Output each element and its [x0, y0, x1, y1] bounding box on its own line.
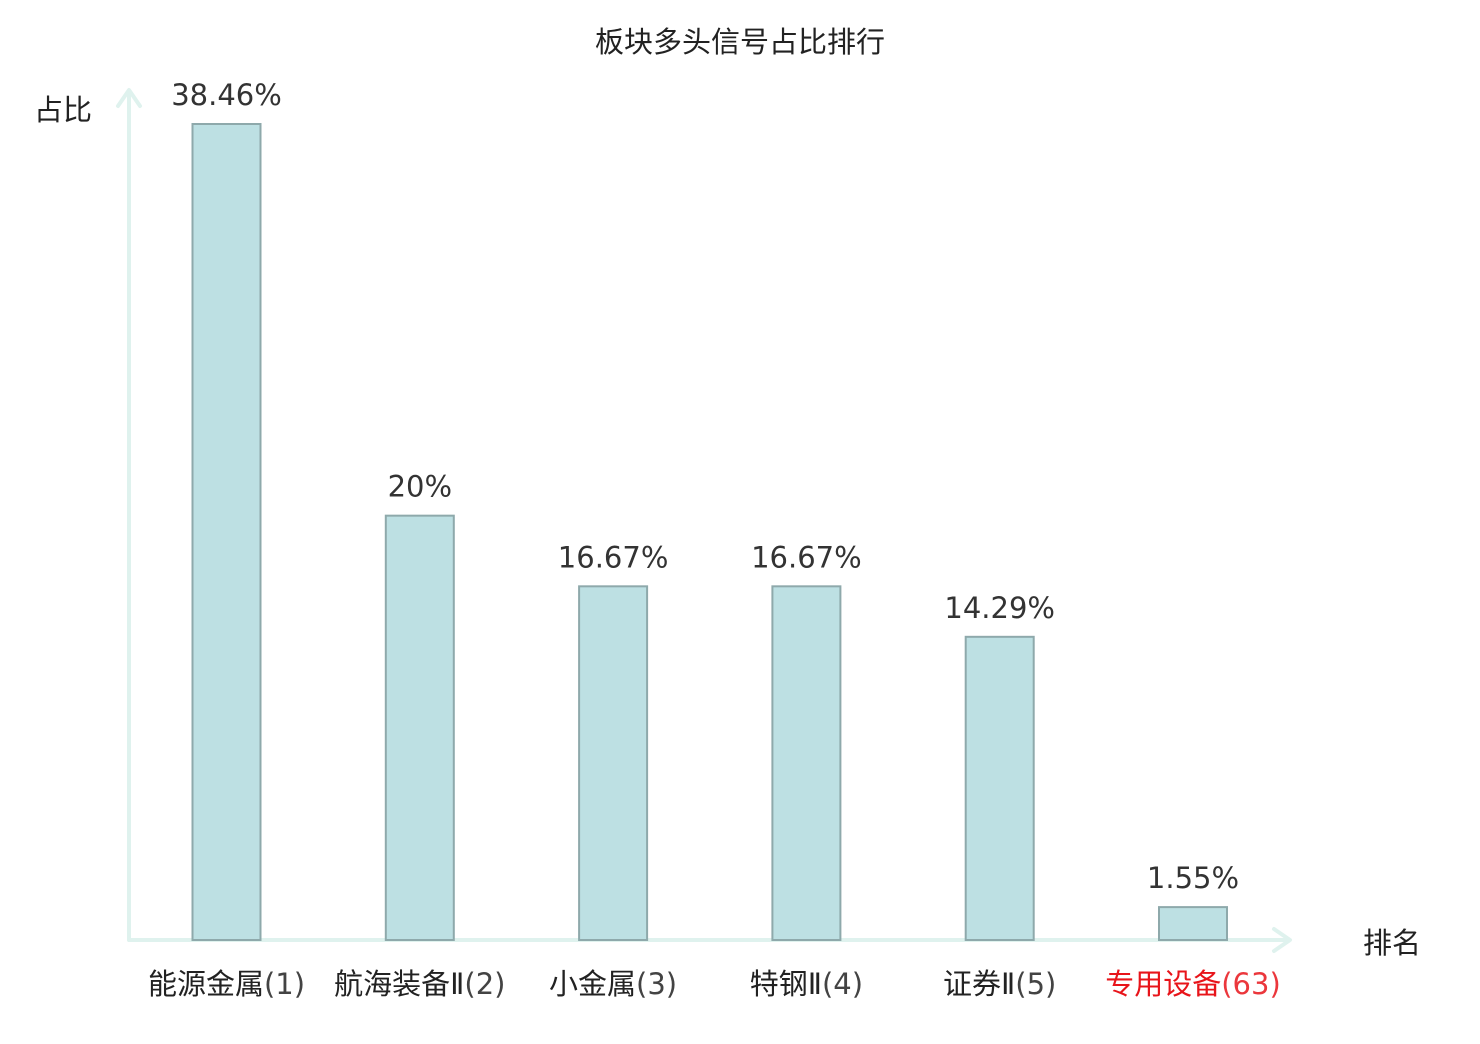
bar-value-label: 16.67% [558, 540, 669, 574]
bar-value-label: 20% [388, 470, 452, 504]
category-labels: 能源金属(1) 航海装备Ⅱ(2) 小金属(3) 特钢Ⅱ(4) 证券Ⅱ(5) 专用设备(63… [148, 967, 1281, 1001]
x-tick-label: 能源金属(1) [148, 967, 305, 1001]
bar [384, 514, 455, 941]
y-axis-label: 占比 [34, 93, 92, 127]
bar-value-label: 38.46% [171, 78, 282, 112]
x-axis-label: 排名 [1363, 926, 1421, 960]
axes [116, 88, 1292, 953]
x-tick-label: 特钢Ⅱ(4) [750, 967, 863, 1001]
bar [771, 585, 842, 941]
bar-value-label: 14.29% [944, 591, 1055, 625]
bar [964, 635, 1035, 941]
x-tick-label: 证券Ⅱ(5) [943, 967, 1056, 1001]
bar [1158, 906, 1228, 942]
chart-title: 板块多头信号占比排行 [595, 25, 885, 59]
x-axis-arrow [1272, 927, 1292, 953]
y-axis-arrow [116, 88, 142, 108]
value-labels: 38.46% 20% 16.67% 16.67% 14.29% 1.55% [171, 78, 1239, 895]
bar-value-label: 16.67% [751, 540, 862, 574]
bar [578, 585, 649, 941]
x-tick-label: 航海装备Ⅱ(2) [334, 967, 505, 1001]
bars [191, 123, 1228, 942]
x-tick-label: 专用设备(63) [1105, 967, 1281, 1001]
bar [191, 123, 262, 941]
x-tick-label: 小金属(3) [549, 967, 677, 1001]
bar-value-label: 1.55% [1147, 861, 1239, 895]
